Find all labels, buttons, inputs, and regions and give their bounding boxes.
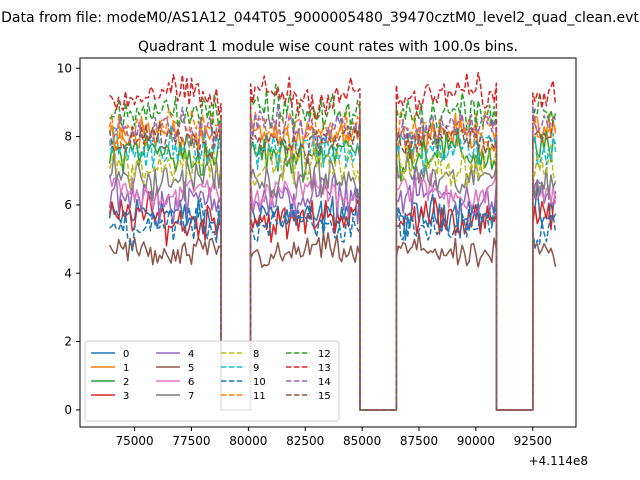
legend-label-2: 2 — [123, 377, 129, 388]
legend-label-12: 12 — [318, 349, 331, 360]
x-tick-label: 87500 — [400, 434, 438, 448]
y-tick-label: 6 — [64, 198, 72, 212]
y-tick-label: 2 — [64, 335, 72, 349]
legend-label-9: 9 — [253, 363, 259, 374]
x-tick-label: 92500 — [514, 434, 552, 448]
legend-label-6: 6 — [188, 377, 194, 388]
y-axis: 0 2 4 6 8 10 — [57, 61, 80, 417]
legend-box — [84, 340, 340, 422]
series-line-5 — [108, 232, 557, 411]
legend-label-14: 14 — [318, 377, 331, 388]
series-line-12 — [109, 83, 557, 411]
chart-title: Quadrant 1 module wise count rates with … — [138, 39, 518, 55]
series-line-8 — [108, 136, 557, 411]
x-tick-label: 77500 — [172, 434, 210, 448]
legend-label-0: 0 — [123, 349, 129, 360]
x-tick-label: 80000 — [229, 434, 267, 448]
series-line-13 — [109, 71, 557, 411]
legend-label-8: 8 — [253, 349, 259, 360]
y-tick-label: 10 — [57, 61, 72, 75]
y-tick-label: 8 — [64, 130, 72, 144]
legend-label-15: 15 — [318, 391, 331, 402]
legend-label-13: 13 — [318, 363, 331, 374]
series-line-15 — [108, 116, 557, 411]
legend-label-7: 7 — [188, 391, 194, 402]
x-tick-label: 75000 — [116, 434, 154, 448]
x-axis: 75000 77500 80000 82500 85000 87500 90000 92500 — [116, 427, 552, 448]
x-axis-offset-label: +4.114e8 — [529, 454, 588, 468]
axes-frame — [79, 57, 577, 428]
x-tick-label: 90000 — [457, 434, 495, 448]
series-layer — [108, 71, 557, 411]
legend-label-11: 11 — [253, 391, 266, 402]
series-line-14 — [109, 102, 557, 411]
legend-label-10: 10 — [253, 377, 266, 388]
legend-label-4: 4 — [188, 349, 194, 360]
legend-label-1: 1 — [123, 363, 129, 374]
figure-suptitle: Data from file: modeM0/AS1A12_044T05_900… — [1, 10, 639, 26]
y-tick-label: 4 — [64, 266, 72, 280]
legend-label-3: 3 — [123, 391, 129, 402]
series-line-10 — [109, 197, 557, 411]
y-tick-label: 0 — [64, 403, 72, 417]
x-tick-label: 82500 — [286, 434, 324, 448]
legend-label-5: 5 — [188, 363, 194, 374]
x-tick-label: 85000 — [343, 434, 381, 448]
